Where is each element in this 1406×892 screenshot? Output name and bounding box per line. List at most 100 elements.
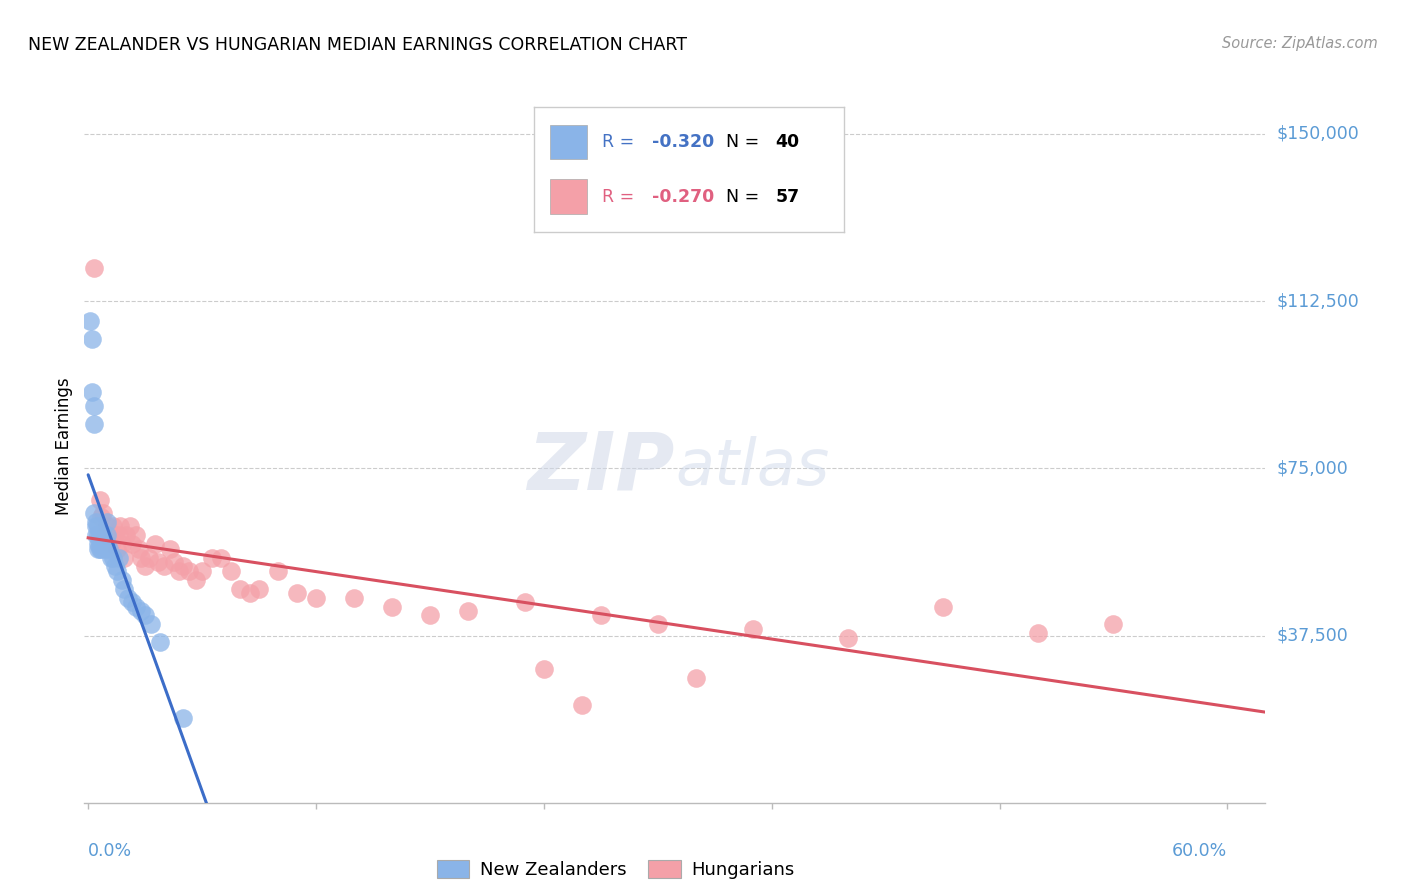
Point xyxy=(149,635,172,649)
Text: N =: N = xyxy=(725,188,765,206)
Point xyxy=(107,528,129,542)
Text: $37,500: $37,500 xyxy=(1277,626,1348,645)
Legend: New Zealanders, Hungarians: New Zealanders, Hungarians xyxy=(429,853,803,887)
Point xyxy=(86,541,108,556)
Text: $150,000: $150,000 xyxy=(1277,125,1360,143)
Point xyxy=(96,528,118,542)
Point xyxy=(159,541,181,556)
Point xyxy=(105,541,128,556)
Point xyxy=(118,519,141,533)
Bar xyxy=(550,179,586,214)
Point xyxy=(96,515,118,529)
Point xyxy=(111,537,134,551)
Text: ZIP: ZIP xyxy=(527,428,675,507)
Point xyxy=(90,533,112,547)
Point xyxy=(104,528,127,542)
Point xyxy=(86,537,108,551)
Point xyxy=(93,528,115,542)
Point xyxy=(121,595,143,609)
Point xyxy=(107,550,129,565)
Point xyxy=(285,586,308,600)
Point xyxy=(209,550,232,565)
Point xyxy=(589,608,612,623)
Point xyxy=(79,314,101,328)
Point xyxy=(112,550,135,565)
Point xyxy=(128,541,150,556)
Point xyxy=(139,617,162,632)
Point xyxy=(110,519,132,533)
Point xyxy=(647,617,669,632)
Point xyxy=(837,631,859,645)
Point xyxy=(89,528,111,542)
Point xyxy=(1026,626,1049,640)
Point xyxy=(98,528,121,542)
Point xyxy=(191,564,214,578)
Point xyxy=(931,599,953,614)
Point xyxy=(200,550,222,565)
Point xyxy=(134,608,156,623)
Point xyxy=(89,541,111,556)
Bar xyxy=(550,125,586,160)
Point xyxy=(104,559,127,574)
Text: NEW ZEALANDER VS HUNGARIAN MEDIAN EARNINGS CORRELATION CHART: NEW ZEALANDER VS HUNGARIAN MEDIAN EARNIN… xyxy=(28,36,688,54)
Point xyxy=(94,541,117,556)
Point xyxy=(121,537,143,551)
Point xyxy=(112,582,135,596)
Point xyxy=(98,541,121,556)
Text: Source: ZipAtlas.com: Source: ZipAtlas.com xyxy=(1222,36,1378,51)
Point xyxy=(131,604,153,618)
Point xyxy=(83,417,105,431)
Point xyxy=(105,564,128,578)
Point xyxy=(117,591,139,605)
Point xyxy=(101,550,124,565)
Text: 57: 57 xyxy=(776,188,800,206)
Point xyxy=(83,506,105,520)
Point xyxy=(238,586,260,600)
Point xyxy=(305,591,328,605)
Point xyxy=(124,599,146,614)
Point xyxy=(381,599,404,614)
Point xyxy=(148,555,170,569)
Point xyxy=(172,711,194,725)
Text: N =: N = xyxy=(725,133,765,151)
Point xyxy=(685,671,707,685)
Point xyxy=(93,506,115,520)
Point xyxy=(84,519,107,533)
Point xyxy=(153,559,176,574)
Y-axis label: Median Earnings: Median Earnings xyxy=(55,377,73,515)
Point xyxy=(1102,617,1125,632)
Text: atlas: atlas xyxy=(675,436,830,499)
Point xyxy=(84,515,107,529)
Text: -0.320: -0.320 xyxy=(652,133,714,151)
Text: 40: 40 xyxy=(776,133,800,151)
Point xyxy=(177,564,200,578)
Point xyxy=(96,519,118,533)
Point xyxy=(172,559,194,574)
Point xyxy=(169,564,191,578)
Point xyxy=(162,555,184,569)
Point xyxy=(80,332,103,346)
Point xyxy=(86,528,108,542)
Text: 60.0%: 60.0% xyxy=(1173,842,1227,860)
Point xyxy=(513,595,536,609)
Point xyxy=(343,591,366,605)
Point xyxy=(89,537,111,551)
Point xyxy=(134,559,156,574)
Point xyxy=(533,662,555,676)
Point xyxy=(229,582,252,596)
Point xyxy=(571,698,593,712)
Point xyxy=(186,573,208,587)
Point xyxy=(90,541,112,556)
Point xyxy=(90,510,112,524)
Point xyxy=(143,537,166,551)
Point xyxy=(138,550,160,565)
Point xyxy=(80,385,103,400)
Point xyxy=(219,564,242,578)
Point xyxy=(457,604,479,618)
Point xyxy=(100,537,122,551)
Point xyxy=(741,622,763,636)
Text: 0.0%: 0.0% xyxy=(89,842,132,860)
Point xyxy=(247,582,270,596)
Point xyxy=(124,528,146,542)
Point xyxy=(89,492,111,507)
